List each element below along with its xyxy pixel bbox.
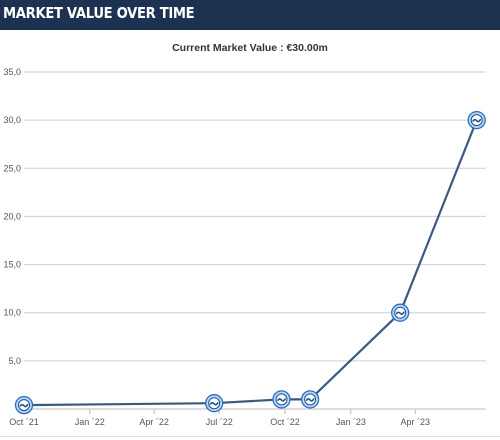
x-tick-label: Jan ´22 — [75, 417, 105, 427]
club-crest-wave — [19, 403, 29, 408]
x-tick-label: Apr ´22 — [139, 417, 169, 427]
section-header: MARKET VALUE OVER TIME — [0, 0, 500, 32]
club-crest-wave — [277, 398, 286, 402]
y-tick-label: 5,0 — [8, 356, 21, 366]
y-tick-label: 20,0 — [3, 211, 21, 221]
data-points — [14, 110, 486, 415]
x-tick-label: Oct ´22 — [270, 417, 300, 427]
x-tick-label: Apr ´23 — [400, 417, 430, 427]
y-tick-label: 30,0 — [3, 115, 21, 125]
x-tick-label: Jan ´23 — [336, 417, 366, 427]
data-point — [272, 390, 291, 409]
club-crest-wave — [305, 398, 315, 402]
panel-bottom-border — [0, 436, 500, 437]
club-crest-wave — [395, 311, 405, 315]
y-tick-label: 10,0 — [3, 308, 21, 318]
y-tick-label: 15,0 — [3, 260, 21, 270]
current-market-value: Current Market Value : €30.00m — [172, 42, 328, 54]
data-point — [391, 303, 410, 322]
club-crest-wave — [209, 401, 219, 406]
x-tick-label: Jul ´22 — [206, 417, 233, 427]
value-line — [23, 119, 478, 407]
section-title: MARKET VALUE OVER TIME — [3, 4, 195, 22]
data-point — [467, 110, 486, 130]
data-point — [14, 395, 34, 415]
grid-lines — [24, 71, 486, 410]
series-line — [23, 119, 478, 407]
y-axis-ticks: 35,0 30,0 25,0 20,0 15,0 10,0 5,0 — [3, 67, 21, 366]
y-tick-label: 35,0 — [3, 67, 21, 77]
x-axis-ticks: Oct ´21 Jan ´22 Apr ´22 Jul ´22 Oct ´22 Jan ´… — [9, 409, 430, 427]
club-crest-wave — [472, 118, 482, 123]
data-point — [300, 390, 320, 409]
y-tick-label: 25,0 — [3, 163, 21, 173]
data-point — [205, 394, 224, 413]
x-tick-label: Oct ´21 — [9, 417, 39, 427]
